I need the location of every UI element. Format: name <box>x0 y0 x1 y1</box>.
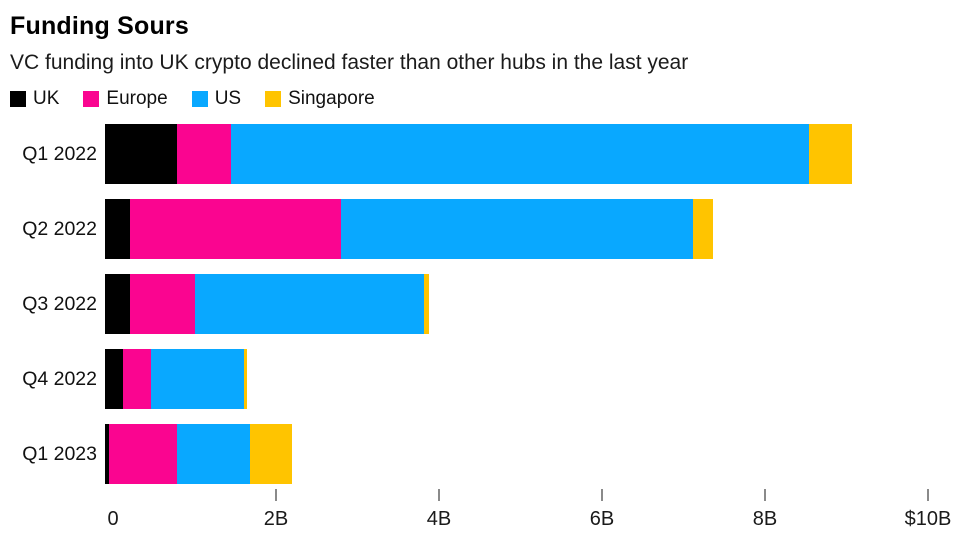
bar-segment-europe <box>130 199 341 259</box>
bar-segment-uk <box>105 424 110 484</box>
axis-tick-label: 2B <box>263 508 289 530</box>
legend-swatch-icon <box>191 91 208 107</box>
bar-segment-singapore <box>250 424 293 484</box>
bar-segment-us <box>150 349 244 409</box>
axis-tick <box>601 489 603 501</box>
bar-segment-singapore <box>243 349 247 409</box>
bar-segment-europe <box>122 349 151 409</box>
bar-track <box>105 199 955 259</box>
axis-tick-label: 4B <box>426 508 452 530</box>
bar-segment-europe <box>109 424 177 484</box>
legend-swatch-icon <box>10 91 26 107</box>
axis-tick <box>927 489 929 501</box>
axis-tick-label: 8B <box>752 508 778 530</box>
bar-segment-uk <box>105 124 177 184</box>
legend-label: UK <box>33 88 60 109</box>
category-label: Q1 2022 <box>22 142 97 165</box>
x-axis: 0 2B 4B 6B 8B $10B <box>107 484 963 542</box>
legend-item-us: US <box>191 88 242 110</box>
bar-segment-us <box>231 124 810 184</box>
bar-segment-us <box>176 424 251 484</box>
bar-segment-europe <box>176 124 232 184</box>
bar-segment-singapore <box>424 274 429 334</box>
chart-row-q2-2022: Q2 2022 <box>0 199 963 259</box>
legend-label: Singapore <box>288 88 375 109</box>
legend-item-europe: Europe <box>83 88 168 110</box>
chart-legend: UK Europe US Singapore <box>10 88 963 110</box>
category-label: Q1 2023 <box>22 442 97 465</box>
legend-item-uk: UK <box>10 88 59 110</box>
axis-tick-label: 0 <box>107 508 119 530</box>
bar-segment-uk <box>105 274 131 334</box>
chart-row-q1-2023: Q1 2023 <box>0 424 963 484</box>
axis-tick-label: 6B <box>589 508 615 530</box>
chart-row-q4-2022: Q4 2022 <box>0 349 963 409</box>
chart-header: Funding Sours VC funding into UK crypto … <box>0 0 963 75</box>
legend-label: Europe <box>106 88 168 109</box>
bar-segment-singapore <box>692 199 713 259</box>
category-label: Q2 2022 <box>22 217 97 240</box>
bar-segment-uk <box>105 199 131 259</box>
chart-subtitle: VC funding into UK crypto declined faste… <box>10 51 689 74</box>
legend-item-singapore: Singapore <box>265 88 375 110</box>
bar-track <box>105 124 955 184</box>
chart-row-q1-2022: Q1 2022 <box>0 124 963 184</box>
bar-segment-us <box>340 199 693 259</box>
axis-tick-label: $10B <box>904 508 952 530</box>
legend-swatch-icon <box>83 91 100 107</box>
bar-track <box>105 349 955 409</box>
chart-row-q3-2022: Q3 2022 <box>0 274 963 334</box>
axis-tick <box>275 489 277 501</box>
axis-tick <box>438 489 440 501</box>
bar-segment-europe <box>130 274 196 334</box>
category-label: Q4 2022 <box>22 367 97 390</box>
page-title: Funding Sours <box>10 12 189 40</box>
bar-track <box>105 424 955 484</box>
legend-label: US <box>214 88 242 109</box>
bar-segment-uk <box>105 349 123 409</box>
bar-segment-singapore <box>809 124 852 184</box>
bar-track <box>105 274 955 334</box>
legend-swatch-icon <box>265 91 282 107</box>
category-label: Q3 2022 <box>22 292 97 315</box>
stacked-bar-chart: Q1 2022 Q2 2022 Q3 2022 Q4 2022 Q1 2023 <box>0 124 963 484</box>
axis-tick <box>764 489 766 501</box>
bar-segment-us <box>195 274 425 334</box>
